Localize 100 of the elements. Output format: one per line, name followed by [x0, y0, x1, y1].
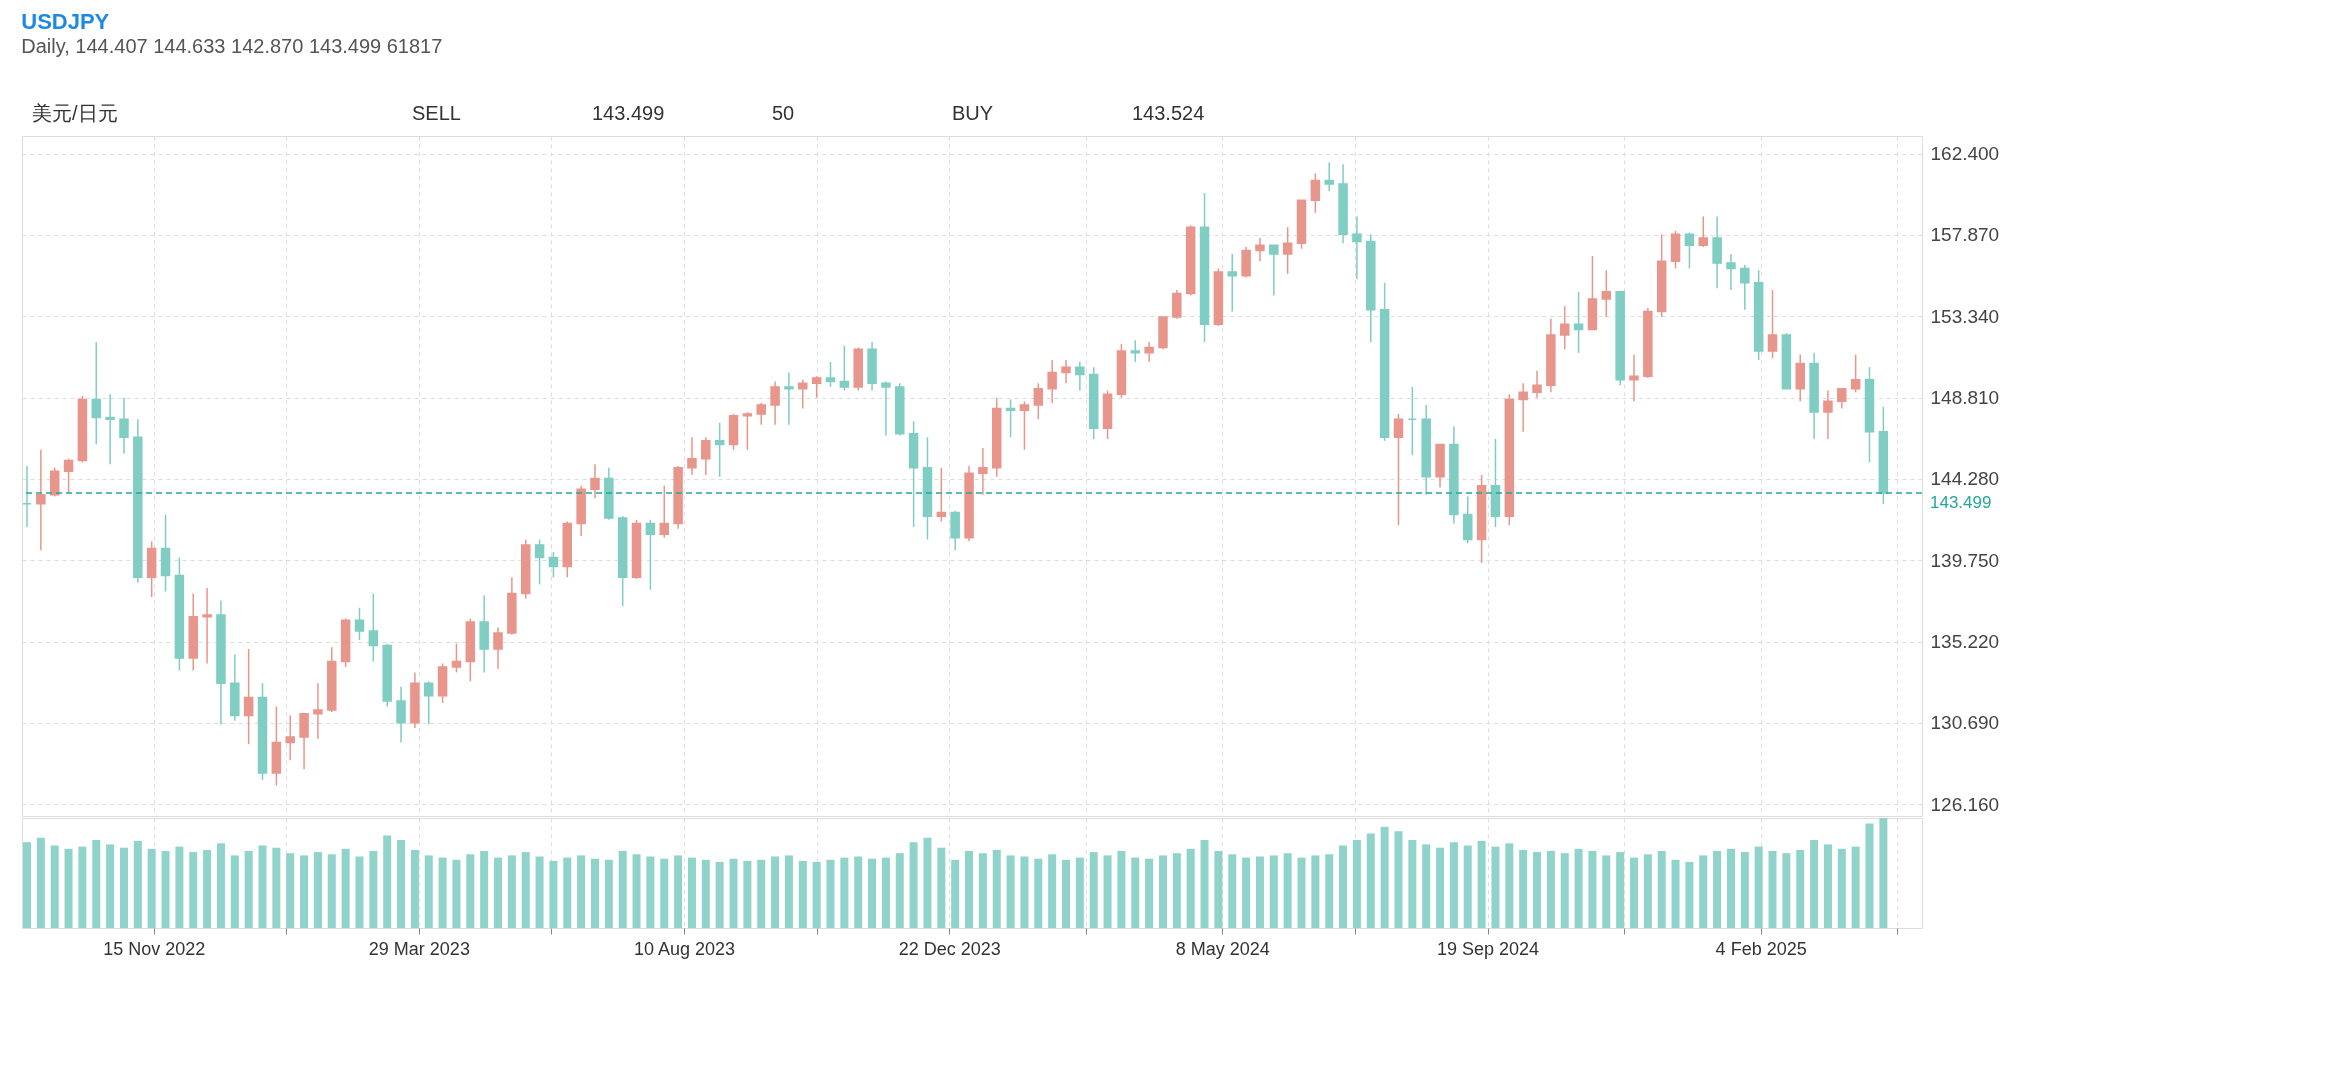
y-tick-label: 126.160: [1930, 793, 2000, 815]
bar: [1560, 853, 1569, 928]
bar: [757, 859, 766, 928]
bar: [1269, 855, 1278, 928]
x-tick-label: 29 Mar 2023: [368, 938, 470, 959]
bar: [189, 852, 198, 928]
bar: [1145, 858, 1154, 928]
candlestick: [1005, 398, 1016, 438]
bar: [466, 854, 475, 928]
x-tick-label: 8 May 2024: [1175, 938, 1270, 959]
candlestick: [1352, 215, 1362, 280]
bar: [1089, 852, 1098, 928]
bar: [1713, 851, 1722, 928]
bar: [23, 842, 31, 928]
candlestick: [798, 379, 808, 410]
candlestick: [811, 375, 822, 399]
bar: [1782, 853, 1791, 928]
bar: [1103, 855, 1112, 928]
bar: [106, 844, 115, 928]
bar: [826, 859, 835, 928]
bar: [1422, 844, 1431, 928]
text: 50: [772, 102, 795, 124]
bar: [1200, 840, 1209, 928]
bar: [1311, 855, 1320, 928]
bar: [1463, 845, 1472, 928]
bar: [1255, 856, 1264, 928]
bar: [133, 841, 142, 928]
bar: [1477, 841, 1486, 928]
bar: [660, 858, 669, 928]
bar: [244, 851, 253, 928]
candlestick: [825, 361, 836, 388]
bar: [1602, 855, 1611, 928]
candlestick: [756, 402, 766, 426]
text: SELL: [412, 102, 461, 124]
bar: [687, 857, 696, 928]
candlestick: [714, 422, 725, 478]
bar: [701, 859, 710, 928]
bar: [978, 853, 987, 928]
text: BUY: [952, 102, 994, 124]
bar: [549, 860, 558, 928]
bar: [64, 848, 73, 928]
y-tick-label: 148.810: [1930, 387, 2000, 409]
bar: [1546, 851, 1555, 928]
candlestick: [1740, 264, 1750, 311]
candlestick: [881, 380, 891, 437]
bar: [161, 851, 170, 928]
bar: [1325, 854, 1334, 928]
bar: [618, 851, 627, 928]
bar: [1339, 845, 1348, 928]
bar: [1519, 849, 1528, 928]
bar: [1006, 855, 1015, 928]
candlestick: [548, 551, 559, 578]
bar: [1491, 846, 1500, 928]
candlestick: [1227, 253, 1237, 313]
bar: [1851, 846, 1860, 928]
candlestick: [493, 626, 503, 670]
candlestick: [784, 371, 794, 426]
bar: [92, 840, 101, 928]
candlestick: [1047, 359, 1057, 404]
bar: [1823, 844, 1832, 928]
y-tick-label: 135.220: [1930, 631, 2000, 653]
candlestick: [1269, 244, 1279, 297]
bar: [535, 856, 544, 928]
bar: [951, 859, 960, 928]
bar: [729, 858, 738, 928]
candlestick: [687, 436, 697, 476]
text: 143.524: [1132, 102, 1205, 124]
bar: [798, 860, 807, 928]
candlestick: [202, 587, 212, 665]
candlestick: [1767, 289, 1778, 359]
bar: [438, 857, 447, 928]
candlestick: [1823, 389, 1833, 440]
bar: [480, 851, 489, 928]
bar: [1297, 857, 1306, 928]
candlestick: [1393, 413, 1404, 526]
bar: [923, 837, 932, 928]
candlestick: [1518, 382, 1528, 433]
candlestick: [119, 396, 129, 455]
y-tick-label: 162.400: [1930, 143, 2000, 165]
bar: [909, 842, 918, 928]
y-tick-label: 139.750: [1930, 549, 2000, 571]
bar: [521, 852, 530, 928]
x-tick-label: 22 Dec 2023: [898, 938, 1001, 959]
x-tick-label: 15 Nov 2022: [103, 938, 206, 959]
bar: [1505, 843, 1514, 928]
bar: [1408, 840, 1417, 928]
bar: [341, 848, 350, 928]
candlestick: [424, 680, 434, 726]
bar: [258, 845, 267, 928]
bar: [1643, 854, 1652, 928]
bar: [1352, 840, 1361, 928]
bar: [1754, 846, 1763, 928]
bar: [646, 856, 655, 928]
bar: [1394, 831, 1403, 928]
bar: [1726, 848, 1735, 928]
bar: [1865, 823, 1874, 928]
bar: [355, 856, 364, 928]
bar: [452, 859, 461, 928]
bar: [992, 849, 1001, 928]
bar: [119, 847, 128, 928]
